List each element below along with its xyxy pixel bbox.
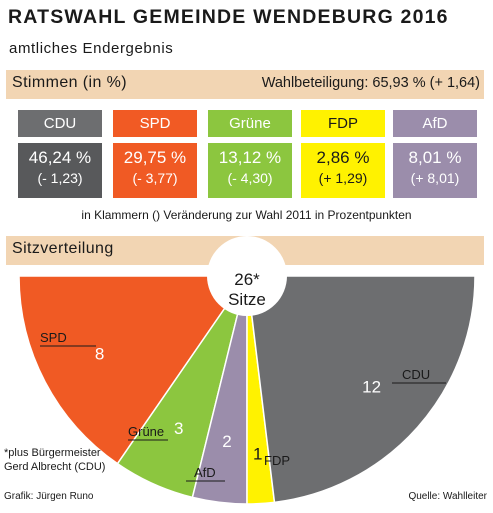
votes-band-label: Stimmen (in %) (12, 74, 127, 91)
seat-count-gruene: 3 (174, 419, 183, 438)
seats-band-label: Sitzverteilung (12, 240, 114, 257)
votes-band: Stimmen (in %) Wahlbeteiligung: 65,93 % … (6, 70, 484, 99)
credit: Grafik: Jürgen Runo (4, 491, 94, 502)
party-header-afd: AfD (393, 110, 477, 137)
party-pct-spd: 29,75 % (123, 148, 187, 167)
seat-callout-label-gruene: Grüne (128, 424, 164, 439)
party-pct-fdp: 2,86 % (316, 148, 370, 167)
party-pct-gruene: 13,12 % (218, 148, 282, 167)
seat-callout-label-afd: AfD (194, 465, 216, 480)
seat-count-spd: 8 (95, 344, 104, 363)
seat-callout-label-spd: SPD (40, 330, 67, 345)
seat-total-number: 26* (234, 270, 260, 289)
seat-count-afd: 2 (222, 432, 231, 451)
seat-count-fdp: 1 (253, 445, 262, 464)
seat-wedge-cdu (246, 275, 476, 504)
seat-count-cdu: 12 (362, 377, 381, 396)
party-change-spd: (- 3,77) (132, 170, 178, 186)
party-header-fdp: FDP (301, 110, 385, 137)
mayor-footnote: *plus Bürgermeister Gerd Albrecht (CDU) (4, 446, 105, 474)
party-pct-afd: 8,01 % (408, 148, 462, 167)
party-change-fdp: (+ 1,29) (318, 170, 368, 186)
party-value-spd: 29,75 % (- 3,77) (113, 143, 197, 198)
seat-callout-label-fdp: FDP (264, 453, 290, 468)
party-header-gruene: Grüne (208, 110, 292, 137)
footnote-line1: *plus Bürgermeister (4, 447, 101, 459)
party-header-cdu: CDU (18, 110, 102, 137)
seat-center-disc (207, 236, 287, 316)
party-change-cdu: (- 1,23) (37, 170, 83, 186)
seat-total-label: Sitze (228, 290, 266, 309)
footnote-line2: Gerd Albrecht (CDU) (4, 461, 106, 473)
party-value-afd: 8,01 % (+ 8,01) (393, 143, 477, 198)
seat-callout-label-cdu: CDU (402, 367, 430, 382)
party-change-afd: (+ 8,01) (410, 170, 460, 186)
source: Quelle: Wahlleiter (408, 491, 487, 502)
chart-title: RATSWAHL GEMEINDE WENDEBURG 2016 (8, 6, 449, 28)
party-change-gruene: (- 4,30) (227, 170, 273, 186)
turnout-label: Wahlbeteiligung: 65,93 % (+ 1,64) (261, 75, 480, 91)
party-header-spd: SPD (113, 110, 197, 137)
party-value-cdu: 46,24 % (- 1,23) (18, 143, 102, 198)
party-value-fdp: 2,86 % (+ 1,29) (301, 143, 385, 198)
party-pct-cdu: 46,24 % (28, 148, 92, 167)
party-value-gruene: 13,12 % (- 4,30) (208, 143, 292, 198)
seat-wedge-spd (18, 275, 249, 465)
chart-subtitle: amtliches Endergebnis (9, 40, 174, 57)
change-note: in Klammern () Veränderung zur Wahl 2011… (81, 208, 412, 222)
